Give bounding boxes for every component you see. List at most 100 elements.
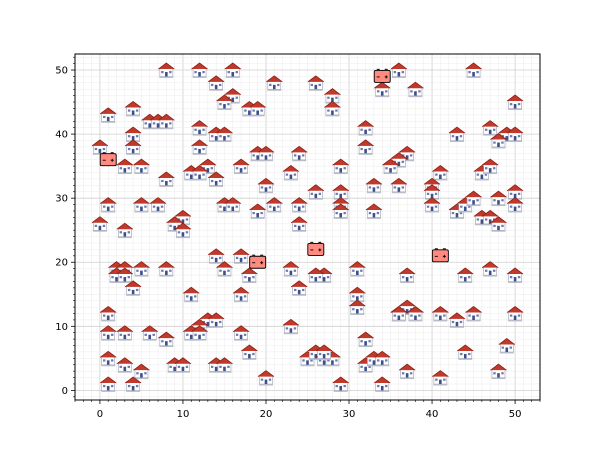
house-icon xyxy=(357,139,375,156)
house-icon xyxy=(481,261,499,278)
house-icon xyxy=(191,120,209,137)
y-tick-label: 30 xyxy=(55,194,68,205)
house-icon xyxy=(265,197,283,213)
y-tick-label: 40 xyxy=(55,130,68,141)
house-icon xyxy=(265,75,283,92)
battery-icon xyxy=(99,151,117,167)
house-icon xyxy=(257,177,275,194)
house-icon xyxy=(498,338,516,354)
x-tick-label: 0 xyxy=(97,409,103,420)
house-icon xyxy=(348,299,366,316)
house-icon xyxy=(157,62,175,79)
house-icon xyxy=(99,197,117,213)
x-tick-label: 40 xyxy=(426,409,439,420)
house-icon xyxy=(240,344,258,361)
house-icon xyxy=(116,357,134,374)
house-icon xyxy=(373,376,391,393)
house-icon xyxy=(282,261,300,278)
house-icon xyxy=(465,62,483,79)
house-icon xyxy=(357,331,375,348)
house-icon xyxy=(465,306,483,322)
house-icon xyxy=(323,100,341,117)
y-tick-label: 20 xyxy=(55,258,68,269)
house-icon xyxy=(207,171,225,188)
house-icon xyxy=(99,376,117,393)
house-icon xyxy=(307,184,325,201)
house-icon xyxy=(373,81,391,98)
house-icon xyxy=(132,261,150,278)
house-icon xyxy=(357,120,375,137)
house-icon xyxy=(207,248,225,265)
house-icon xyxy=(290,280,308,297)
house-icon xyxy=(157,331,175,348)
house-icon xyxy=(249,203,267,220)
house-icon xyxy=(124,139,142,156)
house-icon xyxy=(406,81,424,98)
house-icon xyxy=(182,286,200,303)
house-icon xyxy=(431,165,449,181)
house-icon xyxy=(506,197,524,213)
house-icon xyxy=(489,363,507,380)
house-icon xyxy=(141,325,159,342)
x-tick-label: 10 xyxy=(177,409,190,420)
house-icon xyxy=(506,267,524,284)
house-icon xyxy=(99,325,117,342)
house-icon xyxy=(431,370,449,386)
y-tick-label: 10 xyxy=(55,322,68,333)
house-icon xyxy=(232,248,250,265)
house-icon xyxy=(282,318,300,335)
battery-icon xyxy=(431,247,449,263)
house-icon xyxy=(99,107,117,124)
grid xyxy=(74,54,541,400)
house-icon xyxy=(282,165,300,181)
house-icon xyxy=(332,158,350,175)
house-icon xyxy=(456,344,474,361)
house-icon xyxy=(365,177,383,194)
house-icon xyxy=(232,158,250,175)
x-tick-label: 20 xyxy=(260,409,273,420)
house-icon xyxy=(191,139,209,156)
house-icon xyxy=(116,158,134,175)
house-icon xyxy=(124,280,142,297)
house-icon xyxy=(91,216,109,233)
ticks: 0 10 20 30 40 50 0 10 20 30 40 50 xyxy=(55,56,541,420)
battery-icon xyxy=(307,241,325,256)
house-icon xyxy=(232,286,250,303)
house-icon xyxy=(132,363,150,380)
house-icon xyxy=(431,306,449,322)
house-icon xyxy=(116,325,134,342)
house-icon xyxy=(124,376,142,393)
house-icon xyxy=(157,261,175,278)
house-icon xyxy=(99,306,117,322)
house-icon xyxy=(132,158,150,175)
house-icon xyxy=(191,62,209,79)
house-icon xyxy=(224,62,242,79)
house-icon xyxy=(257,370,275,386)
house-icon xyxy=(207,75,225,92)
house-icon xyxy=(290,145,308,162)
house-icon xyxy=(481,120,499,137)
house-icon xyxy=(456,267,474,284)
house-icon xyxy=(398,363,416,380)
house-icon xyxy=(99,350,117,367)
house-icon xyxy=(215,261,233,278)
house-icon xyxy=(390,177,408,194)
house-icon xyxy=(290,216,308,233)
house-icon xyxy=(481,158,499,175)
house-icon xyxy=(506,306,524,322)
house-icon xyxy=(124,100,142,117)
house-icon xyxy=(506,94,524,111)
house-icon xyxy=(348,261,366,278)
house-icon xyxy=(365,203,383,220)
y-tick-label: 50 xyxy=(55,66,68,77)
house-icon xyxy=(489,190,507,207)
battery-icon xyxy=(249,254,267,269)
house-icon xyxy=(465,190,483,207)
house-icon xyxy=(116,222,134,239)
house-icon xyxy=(448,126,466,143)
house-icon xyxy=(423,197,441,213)
battery-icon xyxy=(373,68,391,83)
house-icon xyxy=(232,325,250,342)
house-icon xyxy=(398,267,416,284)
